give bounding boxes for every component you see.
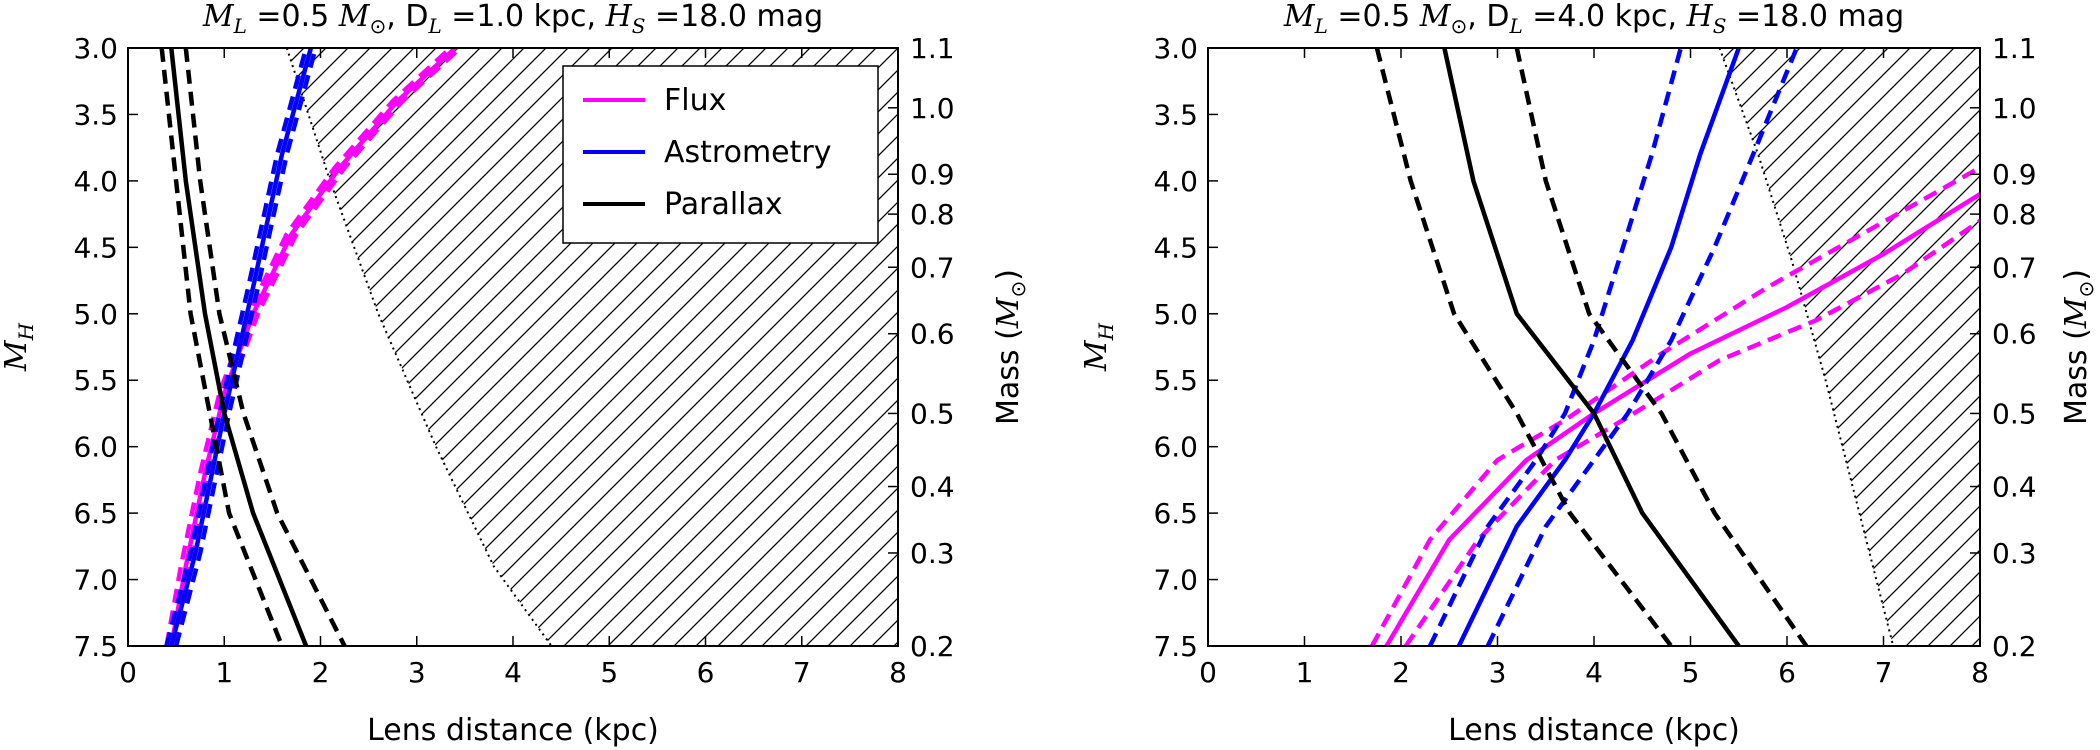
legend-box xyxy=(562,65,879,244)
right-series xyxy=(1370,48,1980,646)
left-x-tick-label: 3 xyxy=(408,656,426,689)
right-panel: ML =0.5 M⊙, DL =4.0 kpc, HS =18.0 mag 0 1… xyxy=(1079,0,2098,748)
right-y-tick-label: 4.0 xyxy=(1153,165,1198,198)
right-mass-axis-label: Mass (M⊙) xyxy=(2059,269,2098,425)
right-series-parallax-solid-6 xyxy=(1442,48,1741,646)
legend-label-flux: Flux xyxy=(664,83,726,118)
left-y-tick-label: 7.0 xyxy=(73,564,118,597)
left-mass-tick-label: 0.9 xyxy=(910,158,955,191)
left-series xyxy=(159,48,462,646)
left-x-tick-label: 2 xyxy=(312,656,330,689)
left-y-tick-label: 6.0 xyxy=(73,431,118,464)
left-y-tick-label: 4.0 xyxy=(73,165,118,198)
right-y-tick-label: 3.5 xyxy=(1153,98,1198,131)
left-mass-tick-label: 1.0 xyxy=(910,92,955,125)
right-series-astrometry-solid-3 xyxy=(1456,48,1741,646)
left-y-axis-label: MH xyxy=(0,322,38,372)
right-mass-tick-label: 1.1 xyxy=(1992,32,2037,65)
right-y-tick-label: 6.0 xyxy=(1153,431,1198,464)
left-y-tick-label: 3.5 xyxy=(73,98,118,131)
left-x-tick-label: 7 xyxy=(793,656,811,689)
left-series-parallax-solid-6 xyxy=(169,48,309,646)
right-mass-tick-label: 0.2 xyxy=(1992,630,2037,663)
left-mass-ticks: 1.1 1.0 0.9 0.8 0.7 0.6 0.5 0.4 0.3 0.2 xyxy=(888,32,955,663)
left-series-astrometry-solid-3 xyxy=(169,48,314,646)
right-x-tick-label: 7 xyxy=(1875,656,1893,689)
right-mass-tick-label: 0.7 xyxy=(1992,251,2037,284)
right-x-tick-label: 1 xyxy=(1296,656,1314,689)
legend-label-parallax: Parallax xyxy=(664,187,783,222)
right-excluded-region xyxy=(1718,48,1980,646)
left-y-ticks: 3.0 3.5 4.0 4.5 5.0 5.5 6.0 6.5 7.0 7.5 xyxy=(73,32,138,663)
right-series-parallax-dashed-8 xyxy=(1514,48,1809,646)
right-mass-tick-label: 0.3 xyxy=(1992,537,2037,570)
left-series-parallax-dashed-8 xyxy=(183,48,347,646)
right-mass-tick-label: 0.6 xyxy=(1992,318,2037,351)
left-y-tick-label: 6.5 xyxy=(73,497,118,530)
left-panel: ML =0.5 M⊙, DL =1.0 kpc, HS =18.0 mag 0 1… xyxy=(0,0,1030,748)
right-x-tick-label: 3 xyxy=(1489,656,1507,689)
left-mass-tick-label: 0.5 xyxy=(910,397,955,430)
left-x-tick-label: 6 xyxy=(697,656,715,689)
right-x-ticks: 0 1 2 3 4 5 6 7 8 xyxy=(1199,48,1989,689)
left-x-tick-label: 8 xyxy=(889,656,907,689)
left-y-tick-label: 3.0 xyxy=(73,32,118,65)
legend: Flux Astrometry Parallax xyxy=(562,65,879,244)
right-x-tick-label: 5 xyxy=(1682,656,1700,689)
left-series-parallax-dashed-7 xyxy=(159,48,285,646)
right-mass-tick-label: 0.4 xyxy=(1992,471,2037,504)
right-x-tick-label: 2 xyxy=(1392,656,1410,689)
left-mass-tick-label: 0.6 xyxy=(910,318,955,351)
left-mass-tick-label: 0.8 xyxy=(910,198,955,231)
right-y-tick-label: 5.5 xyxy=(1153,364,1198,397)
right-x-axis-label: Lens distance (kpc) xyxy=(1448,713,1740,748)
left-mass-tick-label: 0.2 xyxy=(910,630,955,663)
right-series-astrometry-dashed-4 xyxy=(1427,48,1683,646)
right-panel-title: ML =0.5 M⊙, DL =4.0 kpc, HS =18.0 mag xyxy=(1283,0,1904,38)
right-x-tick-label: 6 xyxy=(1778,656,1796,689)
left-mass-tick-label: 0.3 xyxy=(910,537,955,570)
left-mass-tick-label: 1.1 xyxy=(910,32,955,65)
right-y-ticks: 3.0 3.5 4.0 4.5 5.0 5.5 6.0 6.5 7.0 7.5 xyxy=(1153,32,1218,663)
right-mass-ticks: 1.1 1.0 0.9 0.8 0.7 0.6 0.5 0.4 0.3 0.2 xyxy=(1970,32,2037,663)
left-mass-tick-label: 0.7 xyxy=(910,251,955,284)
left-panel-title: ML =0.5 M⊙, DL =1.0 kpc, HS =18.0 mag xyxy=(202,0,823,38)
left-mass-axis-label: Mass (M⊙) xyxy=(991,269,1030,425)
right-y-tick-label: 3.0 xyxy=(1153,32,1198,65)
left-y-tick-label: 5.5 xyxy=(73,364,118,397)
right-x-tick-label: 8 xyxy=(1971,656,1989,689)
right-y-tick-label: 5.0 xyxy=(1153,298,1198,331)
left-y-tick-label: 7.5 xyxy=(73,630,118,663)
left-x-tick-label: 5 xyxy=(600,656,618,689)
legend-label-astrometry: Astrometry xyxy=(664,135,831,170)
left-y-tick-label: 4.5 xyxy=(73,231,118,264)
right-mass-tick-label: 0.5 xyxy=(1992,397,2037,430)
left-x-axis-label: Lens distance (kpc) xyxy=(367,713,659,748)
right-mass-tick-label: 1.0 xyxy=(1992,92,2037,125)
right-series-parallax-dashed-7 xyxy=(1374,48,1673,646)
right-series-flux-dashed-1 xyxy=(1370,165,1980,646)
right-y-axis-label: MH xyxy=(1079,322,1118,372)
right-y-tick-label: 4.5 xyxy=(1153,231,1198,264)
right-series-flux-dashed-2 xyxy=(1403,218,1980,646)
right-x-tick-label: 4 xyxy=(1585,656,1603,689)
left-x-tick-label: 4 xyxy=(504,656,522,689)
left-x-tick-label: 1 xyxy=(215,656,233,689)
right-series-astrometry-dashed-5 xyxy=(1485,48,1799,646)
left-x-ticks: 0 1 2 3 4 5 6 7 8 xyxy=(119,48,907,689)
left-x-tick-label: 0 xyxy=(119,656,137,689)
right-mass-tick-label: 0.9 xyxy=(1992,158,2037,191)
right-mass-tick-label: 0.8 xyxy=(1992,198,2037,231)
left-mass-tick-label: 0.4 xyxy=(910,471,955,504)
right-y-tick-label: 7.5 xyxy=(1153,630,1198,663)
right-y-tick-label: 7.0 xyxy=(1153,564,1198,597)
left-y-tick-label: 5.0 xyxy=(73,298,118,331)
right-x-tick-label: 0 xyxy=(1199,656,1217,689)
right-y-tick-label: 6.5 xyxy=(1153,497,1198,530)
